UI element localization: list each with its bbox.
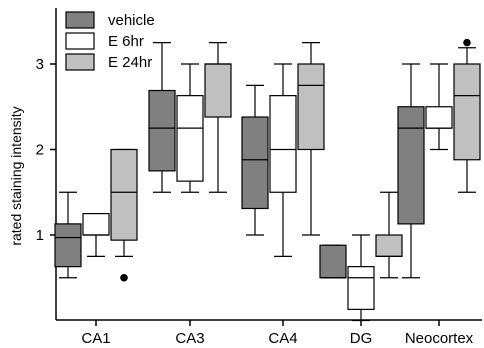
box-body — [347, 266, 375, 310]
legend-swatch — [65, 11, 95, 29]
x-tick-label-neocortex: Neocortex — [405, 330, 474, 347]
box-neocortex-vehicle — [397, 63, 425, 279]
box-group-ca4 — [241, 42, 325, 257]
box-body — [269, 95, 297, 193]
legend-item-vehicle: vehicle — [65, 11, 155, 29]
legend: vehicle E 6hr E 24hr — [65, 11, 155, 71]
box-ca4-e-6hr — [269, 63, 297, 257]
box-body — [54, 223, 82, 268]
box-dg-e-24hr — [375, 191, 403, 279]
box-body — [148, 89, 176, 172]
y-tick-label-1: 1 — [36, 227, 44, 244]
box-ca1-vehicle — [54, 191, 82, 279]
box-body — [241, 116, 269, 210]
box-group-neocortex — [397, 38, 481, 279]
box-dg-vehicle — [319, 244, 347, 279]
box-ca3-e-24hr — [204, 42, 232, 193]
legend-swatch — [65, 53, 95, 71]
legend-label: vehicle — [108, 12, 155, 29]
legend-item-e-24hr: E 24hr — [65, 53, 152, 71]
box-body — [176, 95, 204, 182]
box-body — [375, 234, 403, 257]
plot-area: 1 2 3 CA1 CA3 CA4 DG Neocortex — [36, 8, 482, 347]
legend-swatch — [65, 32, 95, 50]
legend-label: E 6hr — [108, 33, 144, 50]
box-body — [397, 106, 425, 225]
box-body — [204, 63, 232, 118]
box-group-ca1 — [54, 148, 138, 282]
box-ca1-e-24hr — [110, 148, 138, 282]
y-ticks: 1 2 3 — [36, 56, 56, 244]
box-group-ca3 — [148, 42, 232, 193]
box-ca3-e-6hr — [176, 63, 204, 193]
y-tick-label-2: 2 — [36, 142, 44, 159]
box-body — [110, 148, 138, 241]
box-group-dg — [319, 191, 403, 322]
box-dg-e-6hr — [347, 234, 375, 322]
x-tick-label-ca1: CA1 — [81, 330, 110, 347]
x-ticks: CA1 CA3 CA4 DG Neocortex — [81, 320, 474, 347]
y-axis-title: rated staining intensity — [8, 106, 24, 245]
legend-item-e-6hr: E 6hr — [65, 32, 144, 50]
x-tick-label-ca3: CA3 — [175, 330, 204, 347]
box-ca3-vehicle — [148, 42, 176, 193]
box-ca1-e-6hr — [82, 213, 110, 257]
x-tick-label-ca4: CA4 — [268, 330, 297, 347]
legend-label: E 24hr — [108, 54, 152, 71]
box-ca4-e-24hr — [297, 42, 325, 236]
box-body — [82, 213, 110, 236]
x-tick-label-dg: DG — [350, 330, 373, 347]
outlier-point — [463, 38, 471, 47]
y-tick-label-3: 3 — [36, 56, 44, 73]
box-ca4-vehicle — [241, 84, 269, 236]
box-body — [425, 106, 453, 129]
box-groups — [54, 38, 481, 322]
box-body — [297, 63, 325, 151]
box-neocortex-e-6hr — [425, 63, 453, 151]
box-body — [453, 63, 481, 161]
outlier-point — [120, 273, 128, 282]
box-neocortex-e-24hr — [453, 38, 481, 193]
box-body — [319, 244, 347, 279]
